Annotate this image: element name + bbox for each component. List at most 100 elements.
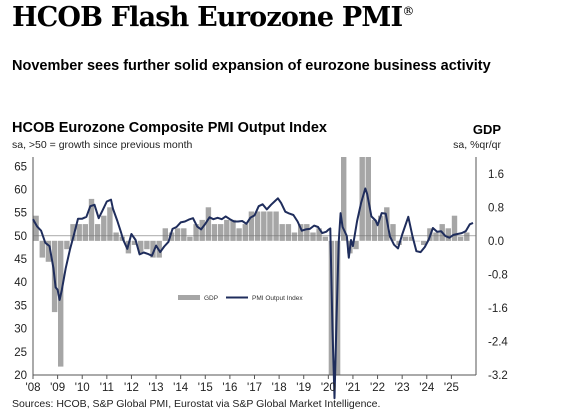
y-left-tick: 30 <box>14 324 27 336</box>
x-tick-label: '14 <box>173 382 189 394</box>
gdp-bar <box>181 228 187 241</box>
gdp-bar <box>248 211 255 241</box>
gdp-bar <box>101 215 107 241</box>
x-tick-label: '17 <box>247 382 262 394</box>
y-right-tick: 0.8 <box>488 202 504 214</box>
y-left-tick: 25 <box>14 347 27 359</box>
y-left-tick: 40 <box>14 277 27 289</box>
gdp-bar <box>33 215 39 241</box>
gdp-bar <box>341 157 347 241</box>
y-right-tick: -0.8 <box>488 269 508 281</box>
right-axis-title: GDP <box>472 122 501 137</box>
chart-axes <box>32 157 477 376</box>
gdp-bar <box>193 224 199 241</box>
gdp-bar <box>402 236 408 241</box>
gdp-bar <box>451 215 458 241</box>
gdp-bar <box>150 240 156 258</box>
x-tick-label: '13 <box>149 382 164 394</box>
gdp-bar <box>285 224 292 241</box>
y-right-tick: -3.2 <box>488 370 508 382</box>
tick-labels: 65 60 55 50 45 40 35 30 25 20 1.6 0.8 0.0 -0.8 -1.6 -2.… <box>14 161 508 394</box>
x-tick-label: '24 <box>419 382 435 394</box>
chart-subtitle: sa, >50 = growth since previous month <box>12 139 193 151</box>
gdp-bar <box>273 211 279 241</box>
x-tick-label: '11 <box>100 382 114 394</box>
gdp-bar <box>242 224 248 241</box>
x-tick-label: '19 <box>296 382 311 394</box>
gdp-bar <box>254 211 261 241</box>
x-tick-label: '18 <box>272 382 287 394</box>
y-left-tick: 65 <box>14 161 27 173</box>
chart-title: HCOB Eurozone Composite PMI Output Index <box>12 120 327 136</box>
gdp-bar <box>224 219 230 241</box>
gdp-bar <box>88 198 95 241</box>
gdp-bar <box>298 224 304 241</box>
y-left-tick: 50 <box>14 231 27 243</box>
y-right-tick: 1.6 <box>488 169 504 181</box>
gdp-bar <box>291 232 298 241</box>
gdp-bar <box>322 236 328 241</box>
gdp-bar <box>445 228 451 241</box>
gdp-bars <box>33 157 470 375</box>
gdp-bar <box>230 219 236 241</box>
x-tick-label: '20 <box>321 382 336 394</box>
y-left-tick: 35 <box>14 300 27 312</box>
gdp-bar <box>205 207 212 241</box>
gdp-bar <box>390 224 396 241</box>
headline: HCOB Flash Eurozone PMI® <box>12 2 414 33</box>
x-tick-label: '25 <box>444 382 459 394</box>
gdp-bar <box>162 228 168 241</box>
x-tick-label: '10 <box>75 382 90 394</box>
headline-subtitle: November sees further solid expansion of… <box>12 58 491 74</box>
gdp-bar <box>199 219 205 241</box>
y-left-tick: 55 <box>14 208 27 220</box>
y-left-tick: 60 <box>14 184 27 196</box>
x-tick-label: '12 <box>124 382 139 394</box>
gdp-bar <box>310 232 316 241</box>
gdp-bar <box>261 211 267 241</box>
gdp-bar <box>58 240 64 367</box>
gdp-bar <box>378 215 384 241</box>
gdp-bar <box>236 228 242 241</box>
gdp-bar <box>94 224 101 241</box>
x-tick-label: '09 <box>50 382 65 394</box>
y-right-tick: -1.6 <box>488 303 508 315</box>
gdp-bar <box>174 228 181 241</box>
gdp-bar <box>353 240 359 250</box>
gdp-bar <box>138 240 144 254</box>
legend-gdp-swatch <box>178 295 200 300</box>
y-right-tick: -2.4 <box>488 336 508 348</box>
legend-pmi-label: PMI Output Index <box>252 295 303 302</box>
gdp-bar <box>316 228 322 241</box>
registered-mark: ® <box>402 4 414 18</box>
gdp-bar <box>39 240 45 258</box>
gdp-bar <box>211 224 218 241</box>
gdp-bar <box>218 224 224 241</box>
y-left-tick: 20 <box>14 370 27 382</box>
source-note: Sources: HCOB, S&P Global PMI, Eurostat … <box>12 398 381 410</box>
x-tick-label: '23 <box>395 382 410 394</box>
x-tick-label: '08 <box>26 382 41 394</box>
gdp-bar <box>408 236 415 241</box>
gdp-bar <box>421 240 427 245</box>
gdp-bar <box>144 240 150 250</box>
gdp-bar <box>82 224 88 241</box>
gdp-bar <box>187 236 193 241</box>
gdp-bar <box>45 240 52 262</box>
pmi-output-line <box>32 187 474 400</box>
y-left-tick: 45 <box>14 254 27 266</box>
gdp-bar <box>76 224 82 241</box>
x-tick-label: '15 <box>198 382 213 394</box>
y-right-tick: 0.0 <box>488 236 504 248</box>
gdp-bar <box>131 240 138 245</box>
legend-gdp-label: GDP <box>204 295 218 302</box>
headline-text: HCOB Flash Eurozone PMI <box>12 2 403 33</box>
x-tick-label: '16 <box>222 382 237 394</box>
gdp-bar <box>107 207 113 241</box>
gdp-bar <box>168 232 175 241</box>
gdp-bar <box>464 232 470 241</box>
gdp-bar <box>414 240 421 242</box>
right-axis-subtitle: sa, %qr/qr <box>453 139 501 151</box>
gdp-bar <box>113 232 119 241</box>
